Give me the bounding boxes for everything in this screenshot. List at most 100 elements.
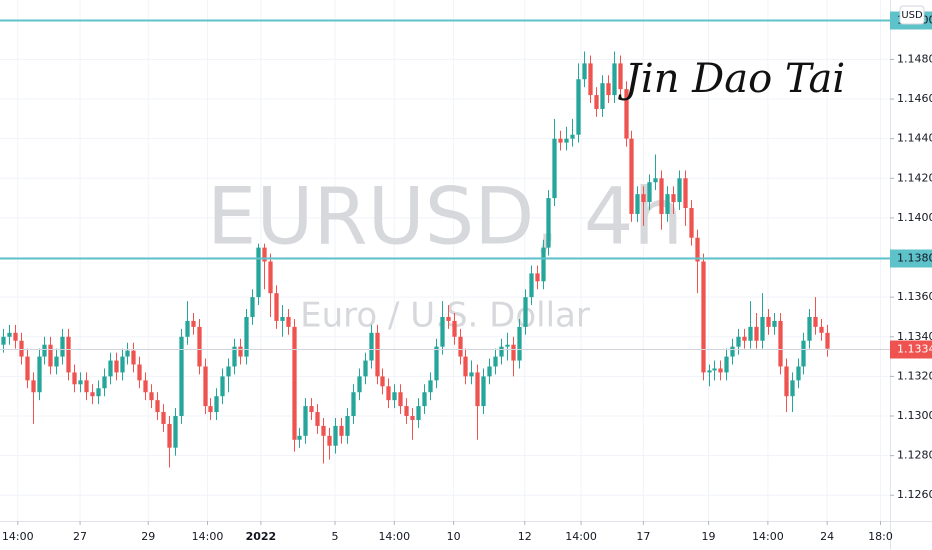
candle-body bbox=[96, 388, 101, 397]
candle-body bbox=[286, 316, 291, 327]
candle-body bbox=[19, 340, 24, 357]
candle-body bbox=[90, 392, 95, 397]
candle-body bbox=[452, 320, 457, 337]
x-tick-label: 27 bbox=[73, 530, 87, 543]
currency-label: USD bbox=[901, 10, 923, 21]
candle-body bbox=[677, 178, 682, 203]
candle-body bbox=[345, 416, 350, 436]
x-tick-label: 10 bbox=[447, 530, 461, 543]
candle-body bbox=[297, 435, 302, 440]
candle-body bbox=[440, 316, 445, 347]
candle-body bbox=[683, 178, 688, 209]
candle-body bbox=[469, 372, 474, 377]
candle-body bbox=[167, 423, 172, 448]
currency-badge bbox=[899, 5, 925, 25]
candle-body bbox=[718, 368, 723, 373]
candle-body bbox=[475, 372, 480, 407]
candle-body bbox=[392, 392, 397, 401]
candle-body bbox=[357, 376, 362, 393]
y-tick-label: 1.13400 bbox=[897, 330, 932, 343]
candle-body bbox=[446, 316, 451, 321]
candle-body bbox=[13, 332, 18, 341]
candle-body bbox=[564, 138, 569, 143]
candle-body bbox=[594, 95, 599, 109]
axes: 1.12600 1.12800 1.13000 1.13200 1.13400 1.136… bbox=[2, 5, 932, 543]
plot bbox=[0, 19, 890, 468]
candle-body bbox=[315, 412, 320, 426]
grid bbox=[0, 0, 890, 521]
candle-body bbox=[570, 134, 575, 139]
candle-body bbox=[416, 406, 421, 420]
candle-body bbox=[84, 380, 89, 393]
candle-body bbox=[481, 376, 486, 407]
candle-body bbox=[458, 336, 463, 357]
candle-body bbox=[695, 237, 700, 262]
candle-body bbox=[665, 194, 670, 214]
candle-body bbox=[114, 360, 119, 373]
candle-body bbox=[155, 400, 160, 413]
candle-body bbox=[380, 376, 385, 387]
candle-body bbox=[813, 316, 818, 327]
candle-body bbox=[333, 425, 338, 446]
candle-body bbox=[653, 178, 658, 183]
candle-body bbox=[766, 316, 771, 327]
y-tick-label: 1.14600 bbox=[897, 92, 932, 105]
x-tick-label: 14:00 bbox=[2, 530, 34, 543]
candle-body bbox=[712, 368, 717, 371]
y-tick-label: 1.13200 bbox=[897, 369, 932, 382]
candle-body bbox=[131, 350, 136, 365]
y-tick-label: 1.12600 bbox=[897, 488, 932, 501]
candle-body bbox=[511, 344, 516, 361]
candle-body bbox=[499, 346, 504, 357]
candle-body bbox=[784, 366, 789, 397]
x-tick-label: 2022 bbox=[246, 530, 277, 543]
candle-body bbox=[386, 386, 391, 401]
candle-body bbox=[262, 247, 267, 262]
candle-body bbox=[303, 406, 308, 436]
x-tick-label: 19 bbox=[702, 530, 716, 543]
candle-body bbox=[191, 320, 196, 327]
candle-body bbox=[606, 83, 611, 96]
candle-body bbox=[647, 182, 652, 203]
candle-body bbox=[220, 376, 225, 397]
candle-body bbox=[505, 344, 510, 347]
level-label-box bbox=[890, 249, 932, 268]
candle-body bbox=[819, 326, 824, 333]
candle-body bbox=[760, 316, 765, 341]
candle-body bbox=[724, 356, 729, 373]
candle-body bbox=[309, 406, 314, 413]
candle-body bbox=[618, 63, 623, 90]
candle-body bbox=[102, 376, 107, 389]
candle-body bbox=[410, 416, 415, 420]
candle-body bbox=[612, 63, 617, 96]
candle-body bbox=[42, 344, 47, 357]
candle-body bbox=[641, 194, 646, 203]
candle-body bbox=[54, 356, 59, 367]
candle-body bbox=[671, 194, 676, 203]
candle-body bbox=[772, 320, 777, 327]
candle-body bbox=[576, 79, 581, 135]
candle-body bbox=[339, 425, 344, 436]
candle-body bbox=[624, 89, 629, 139]
candle-body bbox=[31, 380, 36, 393]
candle-body bbox=[66, 336, 71, 373]
candle-body bbox=[48, 344, 53, 367]
x-tick-label: 14:00 bbox=[752, 530, 784, 543]
candle-body bbox=[351, 392, 356, 417]
candle-body bbox=[404, 406, 409, 417]
candle-body bbox=[546, 198, 551, 248]
candle-body bbox=[232, 346, 237, 367]
candle-body bbox=[327, 435, 332, 446]
candle-body bbox=[197, 326, 202, 367]
candle-body bbox=[463, 356, 468, 377]
candle-body bbox=[582, 63, 587, 80]
candle-body bbox=[434, 346, 439, 381]
y-tick-label: 1.12800 bbox=[897, 449, 932, 462]
candle-body bbox=[689, 208, 694, 238]
candle-body bbox=[7, 332, 12, 337]
candle-body bbox=[790, 380, 795, 397]
candle-body bbox=[707, 370, 712, 373]
candle-body bbox=[185, 320, 190, 337]
x-tick-label: 14:00 bbox=[565, 530, 597, 543]
